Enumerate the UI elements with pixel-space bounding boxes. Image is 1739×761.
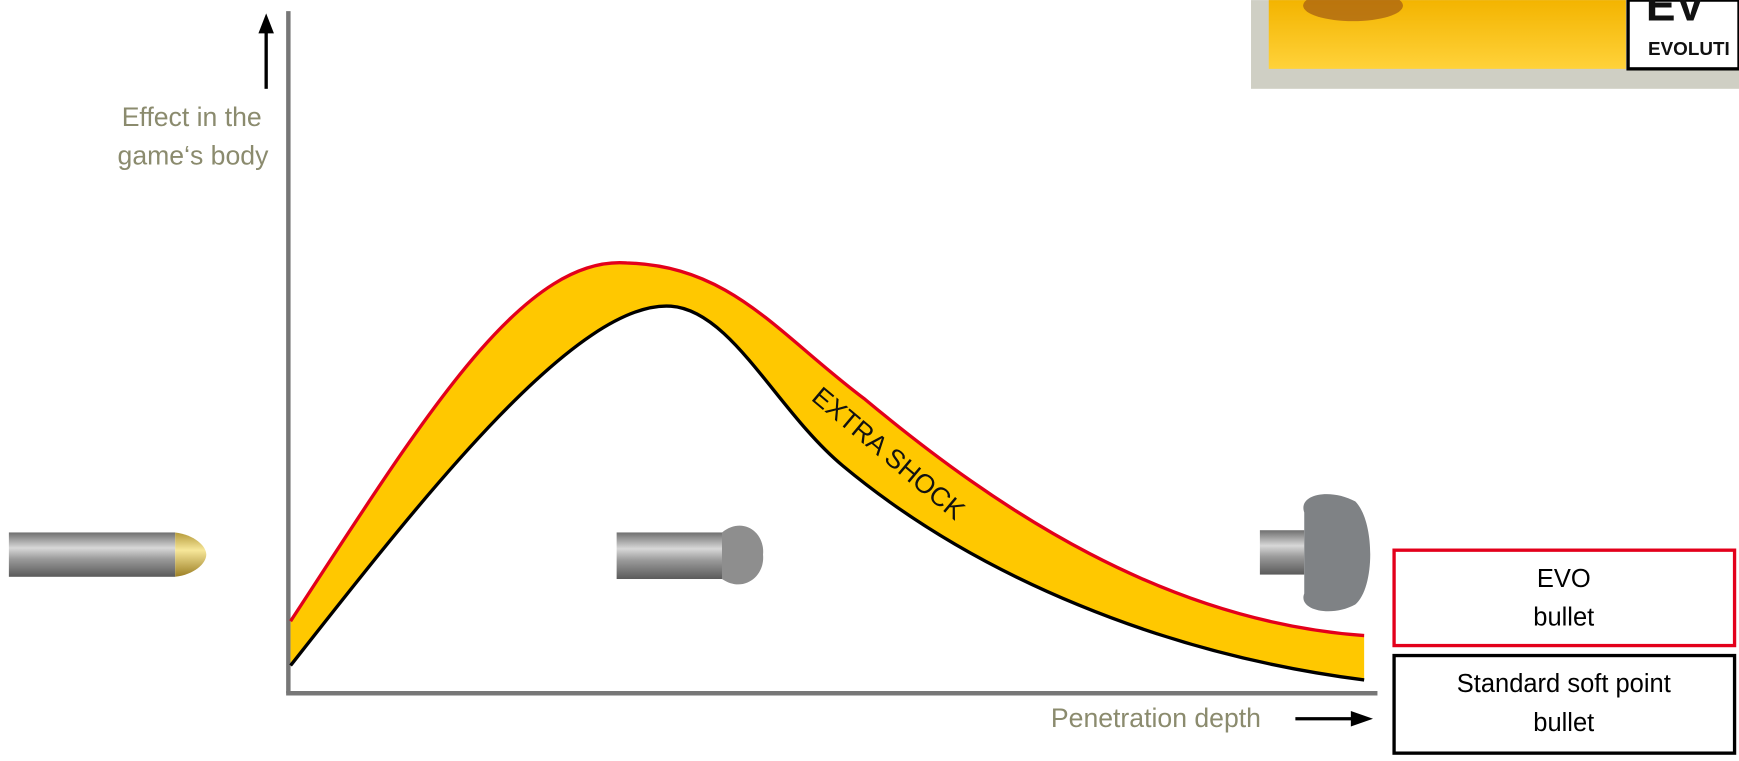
bullet-head [721,525,764,585]
legend-text: EVO [1537,565,1591,593]
standard-curve [289,304,1365,682]
bullet-head [1303,494,1371,612]
logo-box [1626,0,1739,71]
logo-mark: EV [1646,0,1706,31]
bullet-intact [8,532,207,577]
bullet-expanding [616,525,764,585]
legend-standard [1392,653,1737,755]
extra-shock-band [290,262,1365,680]
x-axis-label: Penetration depth [1051,703,1261,733]
legend-text: bullet [1533,709,1594,737]
logo-text: EVOLUTI [1648,38,1730,59]
y-axis-label: game‘s body [118,141,270,171]
bullet-body [8,532,176,577]
x-arrow-head [1350,710,1374,727]
bullet-mushroomed [1259,494,1371,612]
bullet-tip [175,532,207,577]
legend-text: Standard soft point [1457,670,1671,698]
logo: EV EVOLUTI [1251,0,1739,89]
evo-curve [289,261,1365,638]
legend-text: bullet [1533,604,1594,632]
bullet-body [616,532,722,580]
legend-evo [1392,548,1737,648]
y-axis-label: Effect in the [122,102,262,132]
logo-splash [1303,0,1403,22]
bullet-body [1259,530,1305,575]
y-arrow-head [258,13,274,34]
